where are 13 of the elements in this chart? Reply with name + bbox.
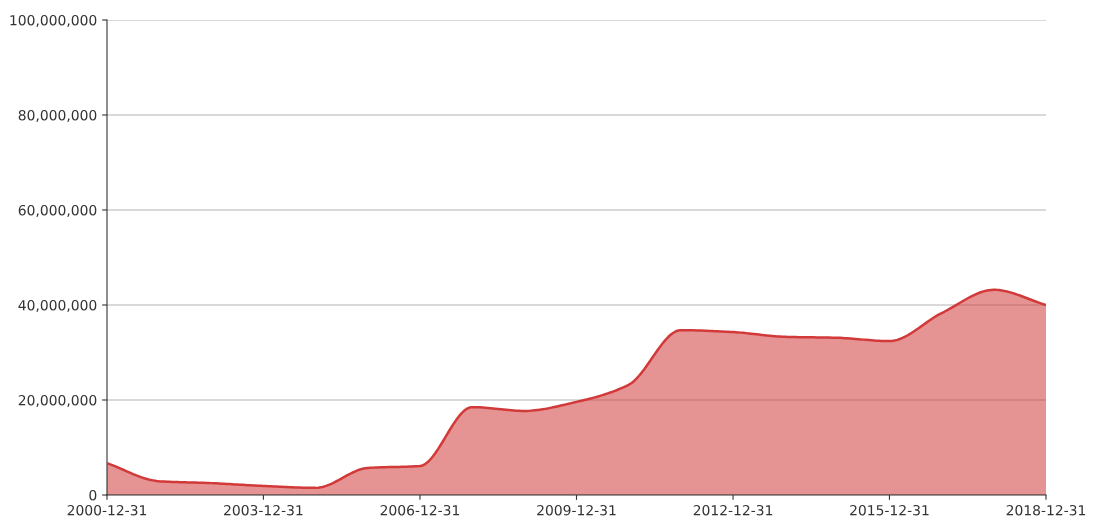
y-tick-label: 40,000,000 [18,299,97,312]
y-tick-label: 80,000,000 [18,109,97,122]
x-tick-label: 2000-12-31 [67,504,147,516]
y-tick-label: 100,000,000 [10,14,97,27]
x-tick-label: 2003-12-31 [224,504,303,516]
x-tick-label: 2018-12-31 [1006,504,1086,516]
x-tick-label: 2015-12-31 [850,504,929,516]
y-tick-label: 20,000,000 [18,394,97,407]
x-tick-label: 2009-12-31 [537,504,616,516]
x-tick-label: 2012-12-31 [693,504,773,516]
y-tick-label: 0 [89,489,97,501]
x-tick-label: 2006-12-31 [380,504,460,516]
y-tick-label: 60,000,000 [18,204,97,217]
